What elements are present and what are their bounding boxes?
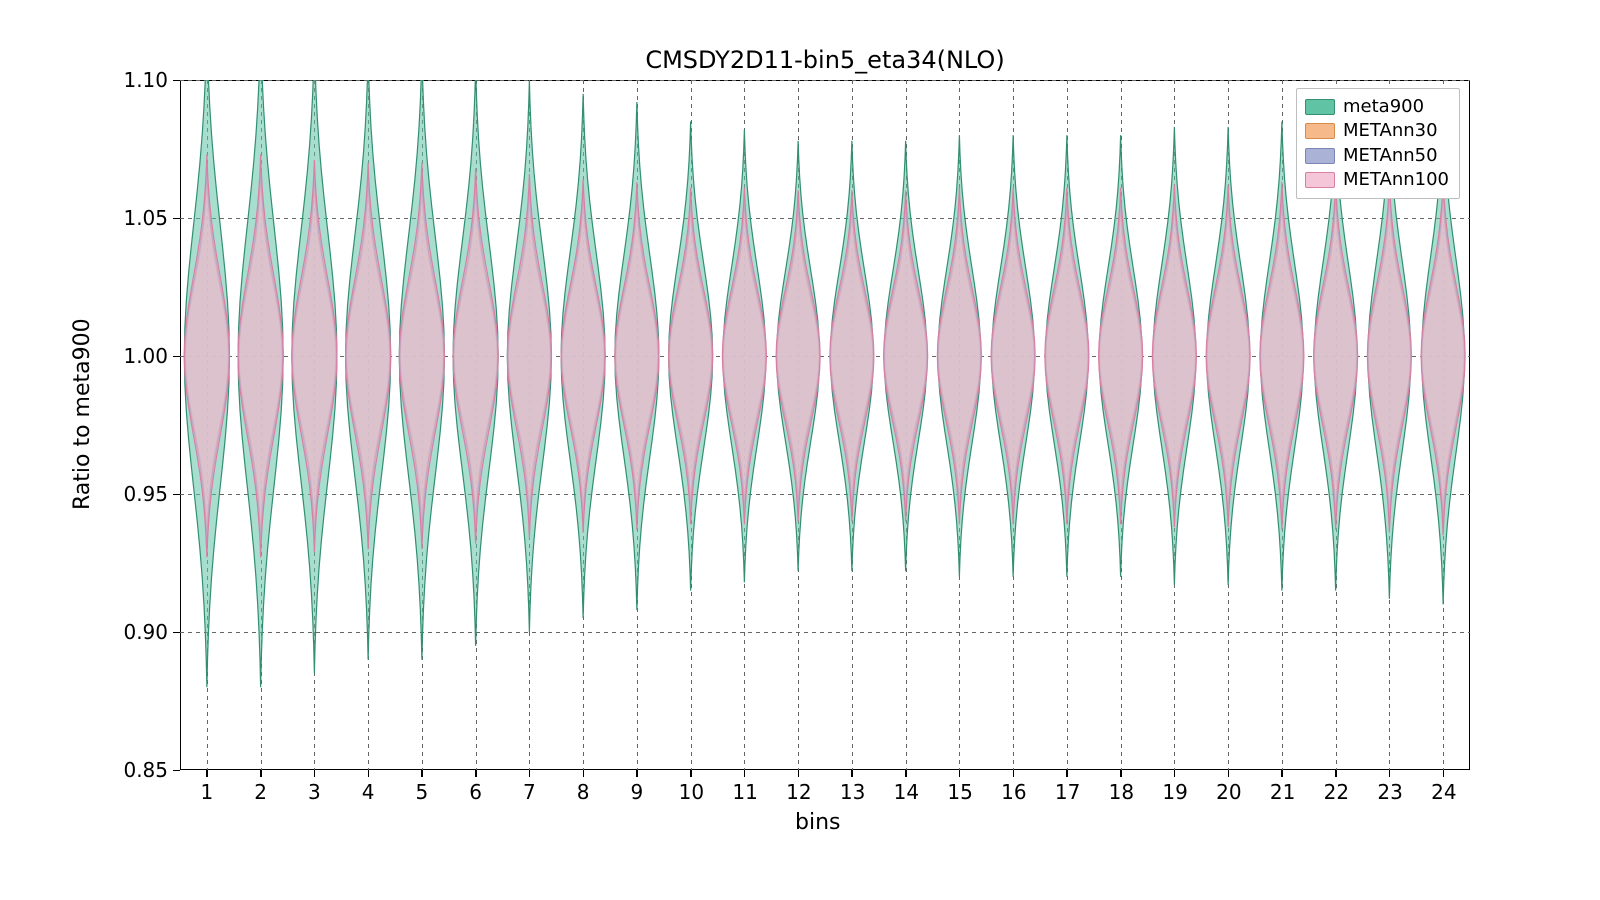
violin [184,155,229,558]
legend-item: METAnn50 [1305,144,1449,168]
legend-label: METAnn100 [1343,168,1449,192]
violin [615,182,659,530]
legend-label: meta900 [1343,95,1424,119]
legend-item: meta900 [1305,95,1449,119]
violin [1421,177,1465,536]
legend: meta900METAnn30METAnn50METAnn100 [1296,88,1460,199]
violin [507,174,551,538]
violin [1045,188,1089,525]
violin [991,188,1035,525]
violin [884,190,928,521]
violin [722,188,766,525]
violin [1099,188,1143,525]
legend-swatch [1305,99,1335,115]
violin [561,179,605,532]
violin [1206,185,1250,527]
violin [1367,179,1411,532]
violin [1314,182,1358,530]
legend-item: METAnn30 [1305,119,1449,143]
legend-label: METAnn30 [1343,119,1438,143]
legend-swatch [1305,148,1335,164]
violin [346,163,391,549]
violin [453,168,498,543]
legend-swatch [1305,123,1335,139]
violin [238,155,283,558]
violin [776,190,820,521]
violin [1260,182,1304,530]
legend-label: METAnn50 [1343,144,1438,168]
violin [399,163,444,549]
legend-item: METAnn100 [1305,168,1449,192]
legend-swatch [1305,172,1335,188]
violin [292,160,337,552]
violin [669,188,713,525]
violin [830,190,874,521]
violin [1152,185,1196,527]
violin [937,188,981,525]
